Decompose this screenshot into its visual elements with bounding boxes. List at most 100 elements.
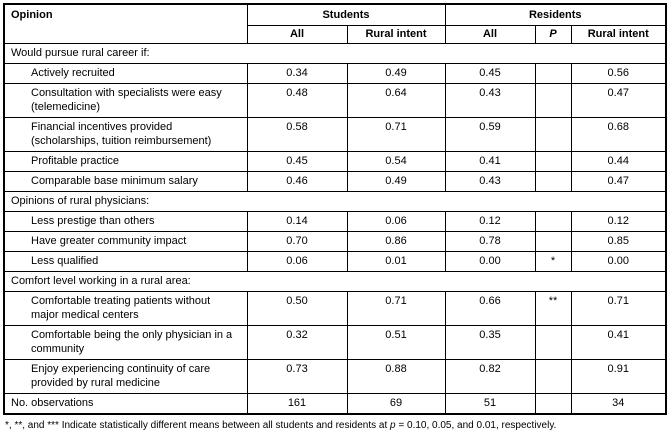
data-row: Consultation with specialists were easy … [3, 82, 667, 118]
residents-rural-intent-value: 0.68 [570, 116, 667, 152]
residents-all-value: 0.00 [444, 250, 536, 272]
students-rural-intent-value: 0.64 [346, 82, 446, 118]
opinion-label: Profitable practice [3, 150, 248, 172]
students-all-value: 0.06 [246, 250, 348, 272]
residents-rural-intent-value: 0.44 [570, 150, 667, 172]
residents-rural-intent-value: 0.71 [570, 290, 667, 326]
residents-rural-intent-value: 0.85 [570, 230, 667, 252]
section-row: Opinions of rural physicians: [3, 190, 667, 212]
students-rural-intent-value: 0.51 [346, 324, 446, 360]
residents-rural-intent-value: 0.47 [570, 170, 667, 192]
residents-all-value: 0.12 [444, 210, 536, 232]
p-value [534, 62, 572, 84]
observations-row: No. observations 161 69 51 34 [3, 392, 667, 414]
p-value: ** [534, 290, 572, 326]
header-residents-group: Residents [444, 3, 667, 26]
students-all-value: 0.50 [246, 290, 348, 326]
residents-rural-intent-value: 0.56 [570, 62, 667, 84]
observations-students-rural-intent-value: 69 [346, 392, 446, 414]
header-group-row: Opinion Students Residents [3, 3, 667, 44]
p-value [534, 358, 572, 394]
residents-all-value: 0.43 [444, 82, 536, 118]
section-label: Opinions of rural physicians: [3, 190, 667, 212]
table-header: Opinion Students Residents All Rural int… [3, 3, 667, 44]
data-row: Comparable base minimum salary 0.46 0.49 0.… [3, 170, 667, 192]
students-rural-intent-value: 0.49 [346, 62, 446, 84]
table-body: Would pursue rural career if: Actively re… [3, 42, 667, 414]
opinion-label: Enjoy experiencing continuity of care pr… [3, 358, 248, 394]
header-p: P [534, 24, 572, 44]
residents-rural-intent-value: 0.00 [570, 250, 667, 272]
residents-all-value: 0.45 [444, 62, 536, 84]
students-all-value: 0.32 [246, 324, 348, 360]
header-residents-rural-intent: Rural intent [570, 24, 667, 44]
observations-residents-all-value: 51 [444, 392, 536, 414]
data-row: Actively recruited 0.34 0.49 0.45 0.56 [3, 62, 667, 84]
footnote-suffix: = 0.10, 0.05, and 0.01, respectively. [395, 419, 557, 431]
data-row: Enjoy experiencing continuity of care pr… [3, 358, 667, 394]
section-row: Would pursue rural career if: [3, 42, 667, 64]
observations-p-value [534, 392, 572, 414]
residents-all-value: 0.43 [444, 170, 536, 192]
section-row: Comfort level working in a rural area: [3, 270, 667, 292]
observations-students-all-value: 161 [246, 392, 348, 414]
data-row: Comfortable being the only physician in … [3, 324, 667, 360]
students-all-value: 0.14 [246, 210, 348, 232]
p-value [534, 150, 572, 172]
opinion-label: Have greater community impact [3, 230, 248, 252]
p-value [534, 170, 572, 192]
section-label: Comfort level working in a rural area: [3, 270, 667, 292]
students-all-value: 0.34 [246, 62, 348, 84]
residents-rural-intent-value: 0.47 [570, 82, 667, 118]
opinion-label: Comfortable treating patients without ma… [3, 290, 248, 326]
residents-all-value: 0.66 [444, 290, 536, 326]
data-row: Profitable practice 0.45 0.54 0.41 0.44 [3, 150, 667, 172]
students-all-value: 0.73 [246, 358, 348, 394]
residents-all-value: 0.59 [444, 116, 536, 152]
residents-rural-intent-value: 0.41 [570, 324, 667, 360]
header-residents-all: All [444, 24, 536, 44]
p-value [534, 324, 572, 360]
header-students-group: Students [246, 3, 446, 26]
students-rural-intent-value: 0.71 [346, 290, 446, 326]
data-row: Have greater community impact 0.70 0.86 0.7… [3, 230, 667, 252]
data-row: Less qualified 0.06 0.01 0.00 * 0.00 [3, 250, 667, 272]
data-row: Less prestige than others 0.14 0.06 0.12 0.1… [3, 210, 667, 232]
opinion-label: Comfortable being the only physician in … [3, 324, 248, 360]
residents-all-value: 0.82 [444, 358, 536, 394]
students-rural-intent-value: 0.01 [346, 250, 446, 272]
observations-residents-rural-intent-value: 34 [570, 392, 667, 414]
students-all-value: 0.46 [246, 170, 348, 192]
footnote-p-symbol: p [390, 419, 396, 431]
opinion-label: Actively recruited [3, 62, 248, 84]
data-row: Comfortable treating patients without ma… [3, 290, 667, 326]
p-value [534, 230, 572, 252]
p-value [534, 82, 572, 118]
residents-all-value: 0.78 [444, 230, 536, 252]
opinions-table: Opinion Students Residents All Rural int… [3, 3, 667, 415]
residents-all-value: 0.41 [444, 150, 536, 172]
residents-all-value: 0.35 [444, 324, 536, 360]
opinion-label: Consultation with specialists were easy … [3, 82, 248, 118]
section-label: Would pursue rural career if: [3, 42, 667, 64]
header-students-rural-intent: Rural intent [346, 24, 446, 44]
students-all-value: 0.58 [246, 116, 348, 152]
opinion-label: Comparable base minimum salary [3, 170, 248, 192]
data-row: Financial incentives provided (scholarsh… [3, 116, 667, 152]
footnote-prefix: *, **, and *** Indicate statistically di… [5, 419, 391, 431]
header-students-all: All [246, 24, 348, 44]
students-rural-intent-value: 0.88 [346, 358, 446, 394]
p-value [534, 210, 572, 232]
opinion-label: Less prestige than others [3, 210, 248, 232]
opinion-label: Less qualified [3, 250, 248, 272]
students-rural-intent-value: 0.71 [346, 116, 446, 152]
footnote: *, **, and *** Indicate statistically di… [3, 415, 668, 431]
p-value [534, 116, 572, 152]
opinion-label: Financial incentives provided (scholarsh… [3, 116, 248, 152]
students-rural-intent-value: 0.54 [346, 150, 446, 172]
header-opinion: Opinion [3, 3, 248, 44]
residents-rural-intent-value: 0.91 [570, 358, 667, 394]
students-all-value: 0.48 [246, 82, 348, 118]
residents-rural-intent-value: 0.12 [570, 210, 667, 232]
